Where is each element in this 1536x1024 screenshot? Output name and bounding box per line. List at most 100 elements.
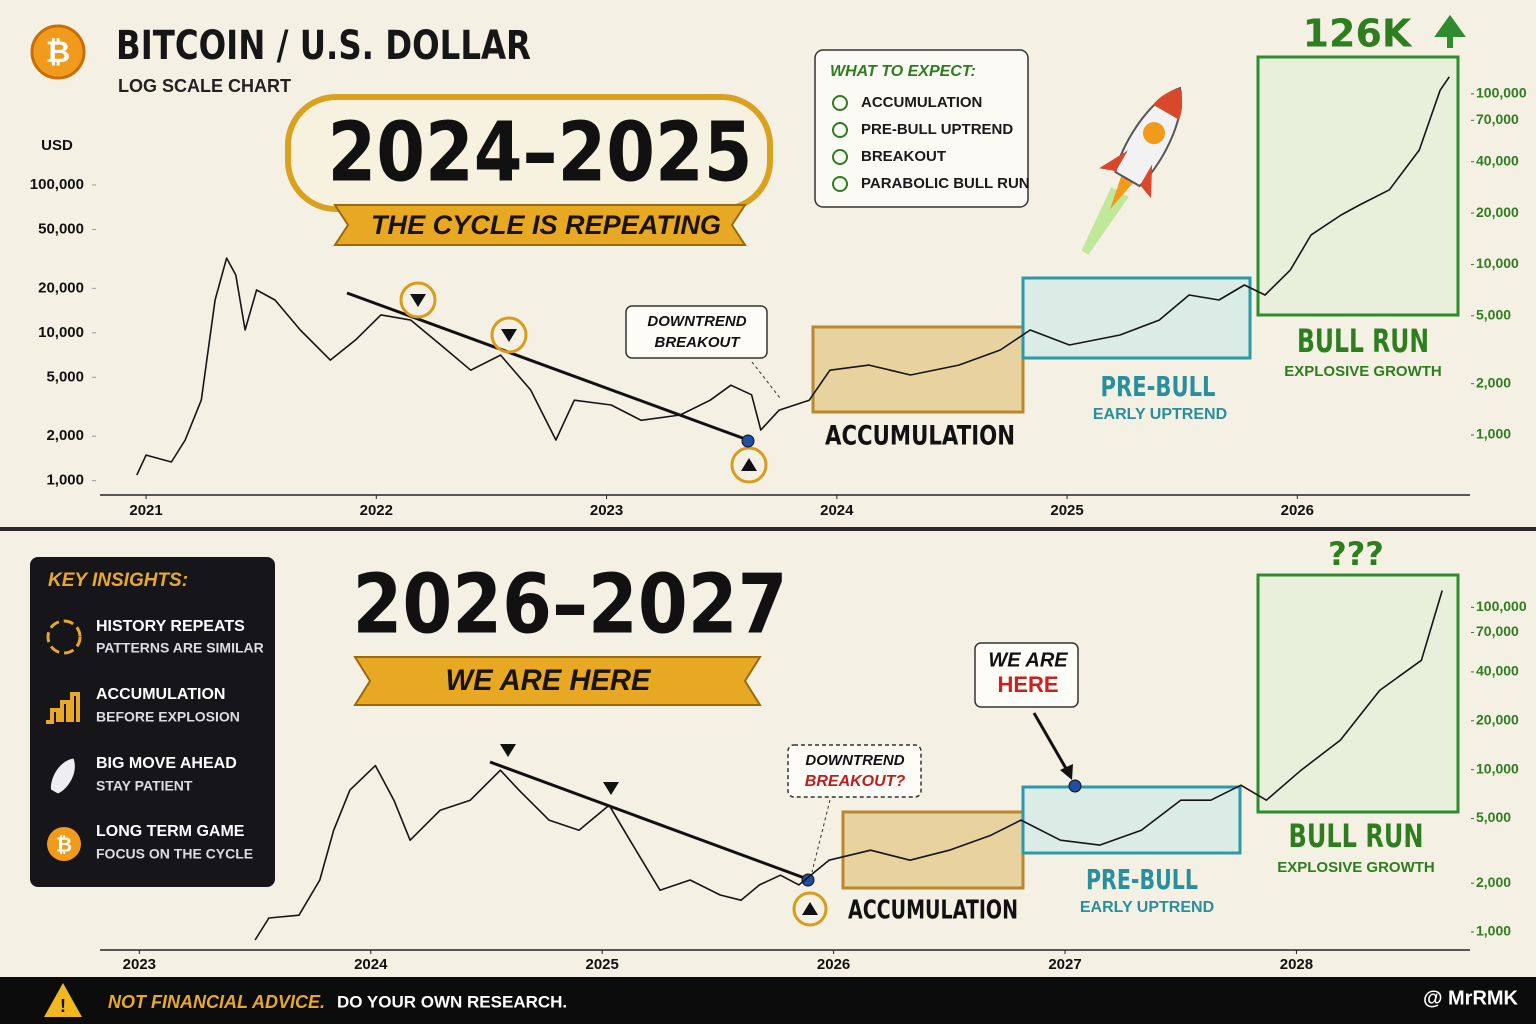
y-tick-label: 1,000 — [46, 472, 84, 489]
y2-tick-label: 1,000 — [1476, 923, 1511, 939]
insight-text: FOCUS ON THE CYCLE — [96, 846, 253, 862]
cycle-title: 2024–2025 — [328, 105, 753, 200]
x-tick-label: 2025 — [585, 956, 618, 973]
insight-icon — [51, 758, 75, 794]
zone-label: ACCUMULATION — [848, 896, 1018, 926]
down-marker — [500, 744, 516, 757]
note-pointer — [1032, 712, 1070, 773]
y2-tick-label: 20,000 — [1476, 712, 1519, 728]
insight-text: PATTERNS ARE SIMILAR — [96, 640, 264, 656]
y2-tick-label: 10,000 — [1476, 255, 1519, 271]
down-marker — [410, 294, 426, 307]
breakout-dot — [741, 434, 755, 448]
expect-item: PARABOLIC BULL RUN — [861, 175, 1030, 192]
bull-run-zone — [1256, 55, 1460, 317]
insight-text: BEFORE EXPLOSION — [96, 709, 240, 725]
zone-note: EARLY UPTREND — [1093, 406, 1227, 423]
page-title: BITCOIN / U.S. DOLLAR — [116, 23, 531, 69]
y-tick-label: 5,000 — [46, 368, 84, 385]
cycle-title: 2026–2027 — [353, 557, 788, 652]
warning-icon — [44, 983, 82, 1017]
y-tick-label: 100,000 — [30, 176, 84, 193]
footer — [0, 977, 1536, 1024]
y2-tick-label: 1,000 — [1476, 426, 1511, 442]
bitcoin-logo — [30, 24, 86, 80]
page-subtitle: LOG SCALE CHART — [118, 76, 291, 96]
x-tick-label: 2021 — [129, 502, 162, 519]
insight-icon — [46, 619, 82, 655]
check-icon — [832, 149, 848, 165]
x-tick-label: 2024 — [354, 956, 388, 973]
insight-title: ACCUMULATION — [96, 686, 225, 703]
insight-title: BIG MOVE AHEAD — [96, 755, 237, 772]
note-text: WE ARE — [988, 649, 1068, 671]
y2-tick-label: 70,000 — [1476, 623, 1519, 639]
insight-title: LONG TERM GAME — [96, 823, 245, 840]
down-marker — [501, 329, 517, 342]
note-box — [625, 305, 768, 359]
y2-tick-label: 100,000 — [1476, 85, 1527, 101]
zone-label: PRE-BULL — [1101, 370, 1216, 403]
x-tick-label: 2023 — [590, 502, 623, 519]
zone-note: EARLY UPTREND — [1080, 899, 1214, 916]
cycle-subtitle: WE ARE HERE — [446, 664, 652, 697]
down-marker — [603, 782, 619, 795]
markers — [399, 281, 768, 484]
check-icon — [832, 122, 848, 138]
y-tick-label: 2,000 — [46, 427, 84, 444]
note-text: HERE — [997, 672, 1058, 697]
marker-ring — [490, 316, 528, 354]
marker-ring — [730, 446, 768, 484]
rocket-fins — [1099, 150, 1153, 199]
markers — [500, 744, 828, 927]
warning-mark: ! — [60, 996, 66, 1016]
x-tick-label: 2028 — [1280, 956, 1313, 973]
y-tick-label: 20,000 — [38, 279, 84, 296]
y2-tick-label: 20,000 — [1476, 204, 1519, 220]
peak-label: 126K — [1303, 12, 1413, 56]
note-box — [974, 642, 1079, 708]
y2-tick-label: 5,000 — [1476, 809, 1511, 825]
x-tick-label: 2023 — [123, 956, 156, 973]
trendline — [489, 760, 811, 882]
insights-panel — [30, 557, 275, 887]
zone-note: EXPLOSIVE GROWTH — [1277, 859, 1435, 876]
footer-warning: NOT FINANCIAL ADVICE. — [108, 992, 325, 1012]
expect-item: ACCUMULATION — [861, 94, 982, 111]
breakout-dot — [801, 873, 815, 887]
y-tick-label: 10,000 — [38, 324, 84, 341]
zone-label: ACCUMULATION — [825, 421, 1015, 452]
accumulation-zone — [811, 325, 1025, 414]
note-text: DOWNTREND — [805, 752, 904, 769]
ribbon — [333, 204, 747, 246]
expect-title: WHAT TO EXPECT: — [830, 63, 976, 80]
y2-tick-label: 100,000 — [1476, 598, 1527, 614]
y2-tick-label: 70,000 — [1476, 111, 1519, 127]
bitcoin-symbol: ₿ — [46, 36, 70, 69]
expect-item: PRE-BULL UPTREND — [861, 121, 1013, 138]
x-tick-label: 2024 — [820, 502, 854, 519]
y2-tick-label: 5,000 — [1476, 307, 1511, 323]
rocket-nose — [1153, 88, 1183, 120]
note-pointer — [751, 361, 781, 399]
here-dot — [1068, 779, 1082, 793]
up-marker — [741, 458, 757, 471]
insights-list: HISTORY REPEATS PATTERNS ARE SIMILAR ACC… — [46, 618, 264, 862]
zone-label: BULL RUN — [1297, 322, 1429, 360]
x-tick-label: 2027 — [1048, 956, 1081, 973]
bull-run-zone — [1256, 573, 1460, 814]
price-line — [136, 76, 1450, 476]
up-marker — [802, 902, 818, 915]
marker-ring — [792, 891, 828, 927]
check-icon — [832, 176, 848, 192]
expect-box — [814, 49, 1029, 208]
marker-ring — [399, 281, 437, 319]
y2-tick-label: 40,000 — [1476, 663, 1519, 679]
zone-note: EXPLOSIVE GROWTH — [1284, 363, 1442, 380]
pre-bull-zone — [1021, 276, 1252, 360]
x-tick-label: 2022 — [360, 502, 393, 519]
rocket-flame — [1081, 186, 1129, 255]
check-icon — [832, 95, 848, 111]
y2-tick-label: 2,000 — [1476, 374, 1511, 390]
